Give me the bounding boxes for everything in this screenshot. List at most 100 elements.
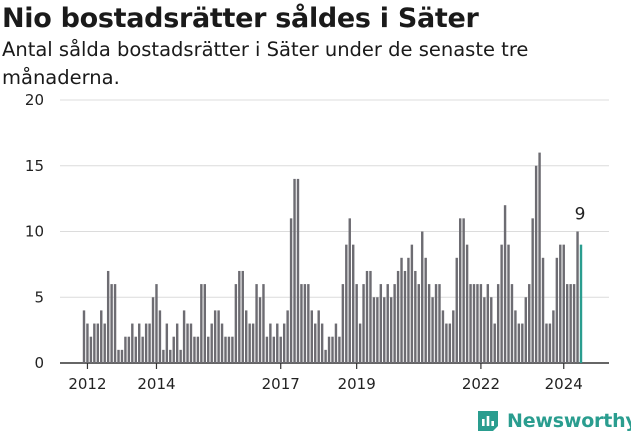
- bar: [103, 323, 106, 363]
- bar: [307, 284, 310, 363]
- bar: [410, 244, 414, 363]
- bar: [124, 336, 127, 363]
- bar: [162, 349, 165, 363]
- x-tick-label: 2017: [262, 375, 300, 393]
- bar: [158, 310, 162, 363]
- bar: [144, 323, 148, 363]
- bar: [134, 336, 137, 363]
- bar: [483, 297, 486, 363]
- bar: [238, 270, 241, 363]
- bar: [465, 244, 469, 363]
- bar: [334, 323, 338, 363]
- bar: [445, 323, 448, 363]
- bar: [327, 336, 331, 363]
- bar: [383, 297, 386, 363]
- bar: [200, 284, 203, 363]
- bar: [220, 323, 224, 363]
- bar: [331, 336, 334, 363]
- bar: [141, 336, 144, 363]
- bar: [562, 244, 565, 363]
- bar-chart: 0 5 10 15 20 2012 2014 2017 2019 2022 2024 9: [25, 91, 609, 393]
- bar: [106, 270, 110, 363]
- bar: [169, 349, 172, 363]
- data-labels: 9: [575, 205, 586, 225]
- bar: [414, 270, 417, 363]
- bar: [576, 231, 579, 363]
- bar: [552, 310, 555, 363]
- bar: [113, 284, 117, 363]
- bar: [231, 336, 234, 363]
- bar: [338, 336, 341, 363]
- bar: [555, 257, 559, 363]
- bar: [524, 297, 527, 363]
- bar: [282, 323, 286, 363]
- bar: [300, 284, 303, 363]
- bar: [372, 297, 376, 363]
- bar: [528, 284, 531, 363]
- bar: [452, 310, 455, 363]
- bar: [441, 310, 445, 363]
- bar: [255, 284, 258, 363]
- bar: [438, 284, 441, 363]
- x-tick-label: 2014: [137, 375, 175, 393]
- bar: [310, 310, 313, 363]
- bar: [572, 284, 576, 363]
- bar: [314, 323, 317, 363]
- bar: [403, 270, 407, 363]
- bar: [89, 336, 93, 363]
- bar: [189, 323, 193, 363]
- bar: [245, 310, 248, 363]
- bar: [396, 270, 400, 363]
- bar: [345, 244, 348, 363]
- gridlines: [60, 99, 609, 364]
- bar: [379, 284, 383, 363]
- bar: [424, 257, 427, 363]
- bar: [203, 284, 207, 363]
- bar: [355, 284, 358, 363]
- bar: [172, 336, 175, 363]
- bar: [348, 218, 351, 363]
- bar: [269, 323, 272, 363]
- bar: [365, 270, 369, 363]
- bar: [534, 165, 538, 363]
- y-tick-label: 5: [34, 288, 44, 306]
- bar: [469, 284, 472, 363]
- bar: [407, 257, 410, 363]
- bar: [496, 284, 500, 363]
- bar: [224, 336, 227, 363]
- bar: [213, 310, 217, 363]
- last-value-label: 9: [575, 205, 586, 225]
- bar: [286, 310, 289, 363]
- bar-highlight: [579, 244, 583, 363]
- bar: [120, 349, 124, 363]
- y-tick-label: 20: [25, 91, 44, 109]
- bar: [96, 323, 100, 363]
- bar: [358, 323, 362, 363]
- bar: [241, 270, 244, 363]
- bar: [479, 284, 483, 363]
- bar: [234, 284, 238, 363]
- bar: [538, 152, 541, 363]
- bar: [279, 336, 282, 363]
- bar: [503, 205, 507, 363]
- chart-subtitle: Antal sålda bostadsrätter i Säter under …: [2, 38, 529, 89]
- bar: [352, 244, 355, 363]
- bar: [434, 284, 438, 363]
- bar: [117, 349, 120, 363]
- y-axis: 0 5 10 15 20: [25, 91, 44, 372]
- bar: [248, 323, 251, 363]
- bar: [472, 284, 476, 363]
- bar: [541, 257, 545, 363]
- bar: [251, 323, 255, 363]
- x-tick-label: 2012: [68, 375, 106, 393]
- bar: [386, 284, 389, 363]
- bar: [131, 323, 134, 363]
- bar: [110, 284, 113, 363]
- bar: [151, 297, 155, 363]
- bar: [400, 257, 403, 363]
- bar: [431, 297, 434, 363]
- bar: [276, 323, 279, 363]
- bar: [296, 178, 300, 363]
- bar: [376, 297, 379, 363]
- bar: [293, 178, 296, 363]
